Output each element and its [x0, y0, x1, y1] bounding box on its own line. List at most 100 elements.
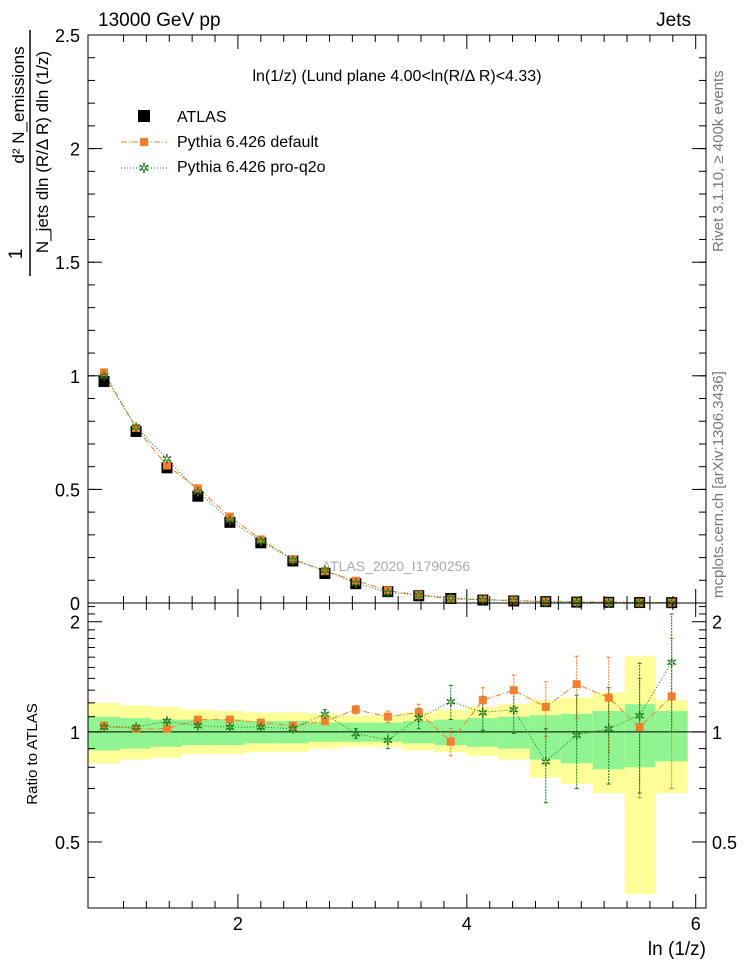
ratio-point-default — [446, 737, 455, 746]
data-point-proq2o: ✲ — [131, 420, 142, 435]
ratio-y-tick-label-left: 2 — [70, 613, 80, 633]
ratio-point-proq2o: ✲ — [131, 720, 142, 735]
ratio-point-proq2o: ✲ — [287, 722, 298, 737]
main-plot-points: ✲✲✲✲✲✲✲✲✲✲ ✲ ✲ ✲ ✲ ✲ ✲ ✲ ✲ ✲ — [98, 368, 678, 611]
main-title: ln(1/z) (Lund plane 4.00<ln(R/Δ R)<4.33) — [252, 68, 541, 85]
ratio-band-inner — [150, 719, 182, 747]
data-point-proq2o: ✲ — [319, 563, 330, 578]
ratio-y-axis-label: Ratio to ATLAS — [24, 703, 41, 804]
data-point-proq2o: ✲ — [192, 485, 203, 500]
data-point-proq2o: ✲ — [540, 595, 551, 610]
data-point-default — [509, 596, 518, 605]
data-point-proq2o: ✲ — [477, 593, 488, 608]
data-point-default — [225, 512, 234, 521]
ratio-point-proq2o: ✲ — [350, 726, 361, 741]
x-tick-label: 6 — [691, 914, 701, 934]
legend-item-atlas: ATLAS — [138, 109, 227, 126]
legend-marker-default — [140, 138, 148, 146]
data-point-proq2o: ✲ — [350, 576, 361, 591]
ratio-point-default — [667, 692, 676, 701]
ratio-point-default — [604, 693, 613, 702]
ratio-point-default — [256, 718, 265, 727]
data-point-proq2o: ✲ — [445, 591, 456, 606]
x-tick-label: 4 — [462, 914, 472, 934]
legend-item-default: Pythia 6.426 default — [121, 134, 319, 151]
data-point-default — [256, 535, 265, 544]
legend-marker-proq2o: ✲ — [138, 160, 150, 176]
x-axis-label: ln (1/z) — [648, 939, 706, 960]
data-point-proq2o: ✲ — [287, 553, 298, 568]
ratio-line-proq2o — [104, 661, 673, 763]
process-label: Jets — [656, 10, 691, 31]
ratio-point-proq2o: ✲ — [224, 720, 235, 735]
legend-label-proq2o: Pythia 6.426 pro-q2o — [177, 159, 326, 176]
main-y-tick-label: 0 — [70, 594, 80, 614]
ratio-point-proq2o: ✲ — [99, 720, 110, 735]
ratio-point-default — [572, 680, 581, 689]
ratio-point-default — [320, 717, 329, 726]
x-tick-label: 2 — [233, 914, 243, 934]
ratio-point-proq2o: ✲ — [634, 708, 645, 723]
ratio-point-proq2o: ✲ — [603, 722, 614, 737]
data-point-proq2o: ✲ — [162, 452, 173, 467]
ratio-plot-points: ✲ ✲ ✲ ✲ ✲ ✲ ✲ ✲ ✲ ✲ ✲ ✲ ✲ ✲ ✲ ✲ ✲ ✲ ✲ — [99, 613, 677, 804]
ratio-point-proq2o: ✲ — [255, 720, 266, 735]
ratio-point-proq2o: ✲ — [413, 711, 424, 726]
ratio-y-tick-label-left: 0.5 — [55, 833, 80, 853]
side-label-rivet: Rivet 3.1.10, ≥ 400k events — [710, 70, 727, 252]
ratio-point-default — [635, 723, 644, 732]
legend: ATLAS Pythia 6.426 default ✲ Pythia 6.42… — [121, 109, 326, 176]
ratio-point-proq2o: ✲ — [192, 719, 203, 734]
ratio-plot-bands — [88, 656, 706, 895]
y-label-denominator: N_jets dln (R/Δ R) dln (1/z) — [33, 51, 52, 253]
ratio-band-inner — [529, 715, 561, 760]
ratio-plot-frame — [87, 602, 707, 909]
data-point-default — [351, 576, 360, 585]
ratio-point-default — [541, 702, 550, 711]
data-point-proq2o: ✲ — [255, 534, 266, 549]
main-y-tick-label: 1 — [70, 367, 80, 387]
legend-item-proq2o: ✲ Pythia 6.426 pro-q2o — [121, 159, 326, 176]
ratio-point-default — [288, 721, 297, 730]
data-point-default — [320, 567, 329, 576]
main-plot-axes: 0 0.5 1 1.5 2 2.5 — [55, 26, 707, 614]
y-label-numerator-one: 1 — [6, 249, 27, 260]
ratio-point-proq2o: ✲ — [540, 754, 551, 769]
data-point-default — [478, 595, 487, 604]
ratio-y-tick-label-right: 0.5 — [712, 833, 737, 853]
data-point-default — [541, 597, 550, 606]
ratio-point-proq2o: ✲ — [319, 707, 330, 722]
data-point-default — [132, 424, 141, 433]
ratio-point-proq2o: ✲ — [445, 695, 456, 710]
data-point-default — [288, 555, 297, 564]
data-point-default — [100, 368, 109, 377]
ratio-band-outer — [624, 656, 656, 895]
ratio-y-tick-label-right: 2 — [712, 613, 722, 633]
main-y-tick-label: 2 — [70, 140, 80, 160]
legend-label-default: Pythia 6.426 default — [177, 134, 319, 151]
legend-label-atlas: ATLAS — [177, 109, 227, 126]
ratio-point-default — [351, 705, 360, 714]
ratio-point-default — [193, 715, 202, 724]
ratio-band-inner — [213, 719, 245, 746]
ratio-point-proq2o: ✲ — [508, 703, 519, 718]
ratio-point-default — [100, 721, 109, 730]
data-point-proq2o: ✲ — [224, 513, 235, 528]
data-point-default — [604, 598, 613, 607]
data-point-default — [414, 591, 423, 600]
main-y-tick-label: 2.5 — [55, 26, 80, 46]
ratio-band-inner — [120, 718, 151, 749]
ratio-plot-axes: 0.5 0.5 1 1 2 2 2 4 6 — [55, 602, 737, 934]
ratio-point-default — [225, 715, 234, 724]
ratio-band-inner — [624, 704, 656, 768]
data-point-atlas — [98, 375, 110, 387]
data-point-default — [446, 594, 455, 603]
ratio-point-proq2o: ✲ — [666, 655, 677, 670]
data-point-atlas — [224, 516, 236, 528]
watermark: ATLAS_2020_I1790256 — [322, 558, 471, 574]
data-point-default — [162, 461, 171, 470]
main-y-axis-label: 1 d² N_emissions N_jets dln (R/Δ R) dln … — [6, 30, 52, 276]
data-point-proq2o: ✲ — [508, 594, 519, 609]
data-point-proq2o: ✲ — [99, 369, 110, 384]
ratio-point-proq2o: ✲ — [571, 728, 582, 743]
